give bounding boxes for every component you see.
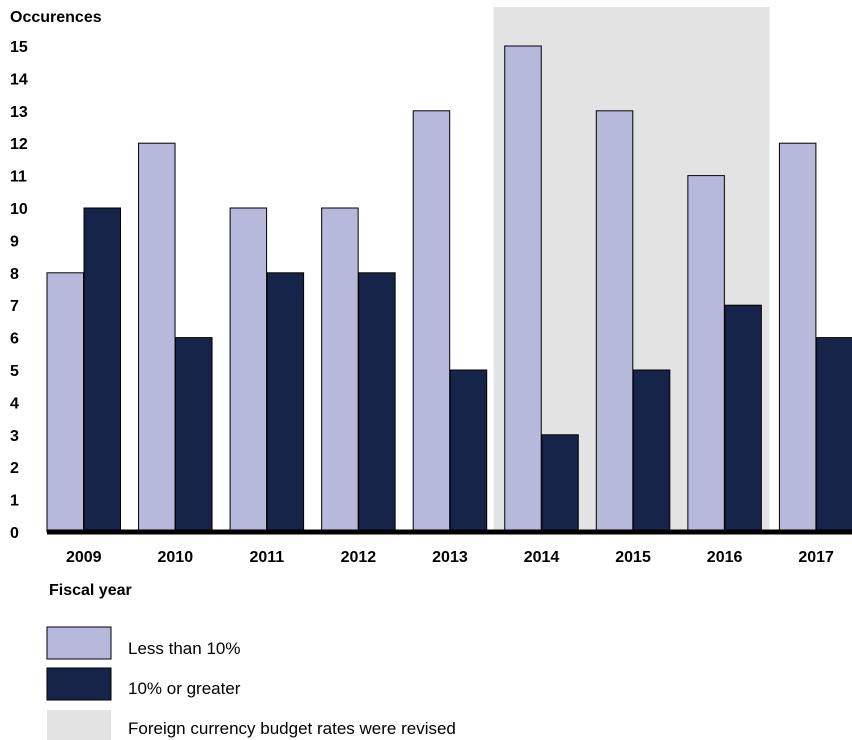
bar-2013-series-1	[412, 110, 451, 533]
bar-2015-series-2	[632, 369, 671, 533]
x-tick-label: 2011	[249, 549, 284, 566]
bars-layer	[46, 45, 852, 533]
bar-2010-series-1	[138, 142, 176, 533]
y-tick-label: 1	[10, 493, 19, 510]
x-tick-label: 2013	[432, 549, 468, 566]
legend-label-revised: Foreign currency budget rates were revis…	[128, 719, 456, 738]
legend: Less than 10% 10% or greater Foreign cur…	[46, 626, 456, 740]
bar-2011-series-2	[266, 272, 305, 533]
y-tick-label: 11	[10, 169, 27, 186]
x-tick-label: 2014	[524, 549, 560, 566]
x-tick-label: 2009	[66, 549, 102, 566]
y-tick-label: 15	[10, 39, 28, 56]
y-axis-title: Occurences	[10, 9, 102, 26]
legend-label-less-than-10: Less than 10%	[128, 639, 240, 658]
bar-2017-series-2	[815, 337, 852, 533]
y-tick-label: 2	[10, 460, 19, 477]
bar-2013-series-2	[449, 369, 488, 533]
bar-2010-series-2	[175, 337, 213, 533]
y-tick-label: 3	[10, 428, 19, 445]
y-tick-label: 9	[10, 233, 19, 250]
y-tick-label: 8	[10, 266, 19, 283]
x-tick-label: 2012	[341, 549, 377, 566]
x-axis-title: Fiscal year	[49, 582, 132, 599]
x-tick-label: 2016	[707, 549, 743, 566]
y-tick-label: 14	[10, 71, 28, 88]
bar-2017-series-1	[778, 142, 817, 533]
y-tick-label: 10	[10, 201, 28, 218]
legend-swatch-less-than-10	[46, 626, 112, 660]
x-tick-labels: 2009 2010 2011 2012 2013 2014 2015 2016 2017	[66, 549, 834, 566]
y-tick-label: 7	[10, 298, 19, 315]
bar-2012-series-1	[321, 207, 359, 533]
legend-swatch-10-or-greater	[46, 667, 112, 701]
y-tick-label: 0	[10, 525, 19, 542]
x-tick-label: 2010	[158, 549, 194, 566]
x-tick-label: 2015	[615, 549, 651, 566]
bar-2009-series-1	[46, 272, 84, 533]
bar-2014-series-2	[541, 434, 579, 533]
bar-2015-series-1	[595, 110, 634, 533]
y-tick-label: 13	[10, 104, 28, 121]
bar-2011-series-1	[229, 207, 268, 533]
y-tick-label: 12	[10, 136, 28, 153]
bar-2016-series-2	[724, 304, 762, 533]
y-tick-label: 5	[10, 363, 19, 380]
bar-2014-series-1	[504, 45, 542, 533]
bar-2016-series-1	[687, 175, 725, 533]
legend-swatch-revised	[47, 710, 111, 740]
y-tick-label: 6	[10, 331, 19, 348]
bar-2009-series-2	[83, 207, 121, 533]
legend-label-10-or-greater: 10% or greater	[128, 679, 241, 698]
x-tick-label: 2017	[798, 549, 834, 566]
bar-2012-series-2	[358, 272, 396, 533]
y-tick-label: 4	[10, 395, 19, 412]
